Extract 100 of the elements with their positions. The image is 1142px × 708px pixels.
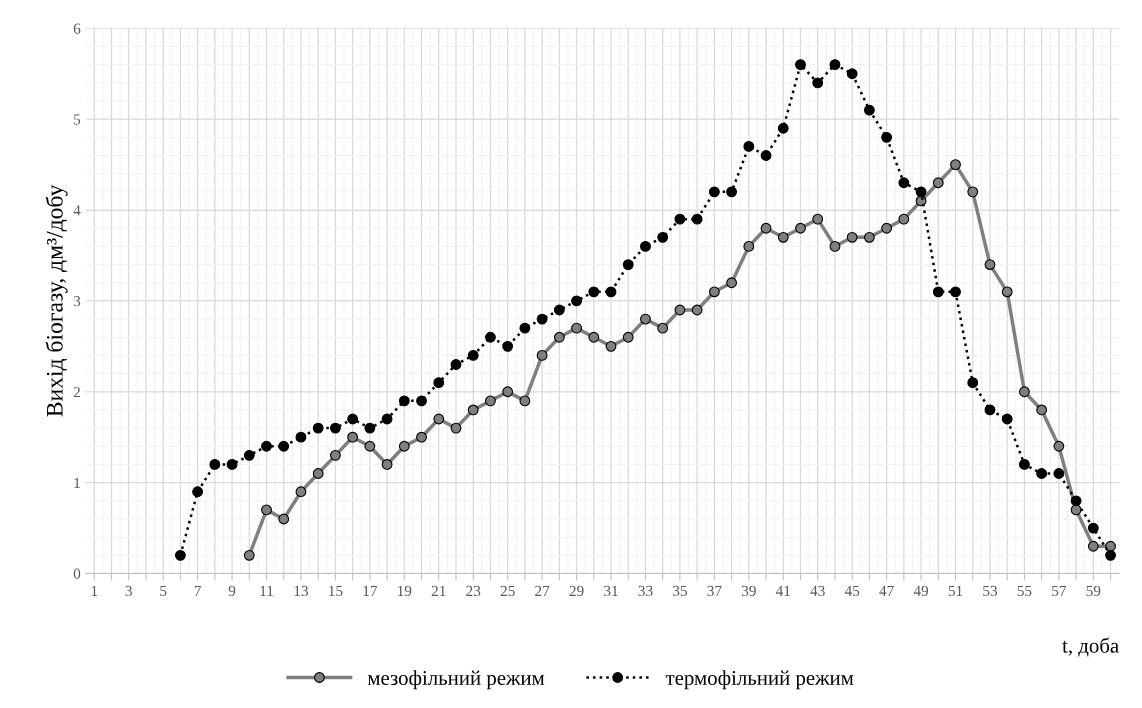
point — [674, 213, 686, 225]
point — [726, 186, 738, 198]
point — [519, 322, 531, 334]
point — [777, 122, 789, 134]
x-tick-label: 59 — [1086, 585, 1101, 597]
point — [812, 213, 824, 225]
point — [1001, 286, 1013, 298]
point — [640, 240, 651, 252]
point — [519, 395, 531, 407]
point — [691, 213, 703, 225]
point — [1036, 468, 1048, 479]
point — [743, 240, 755, 252]
point — [364, 422, 376, 434]
x-tick-label: 45 — [844, 585, 860, 597]
x-tick-label: 11 — [260, 585, 273, 596]
point — [605, 340, 617, 352]
point — [846, 231, 858, 243]
point — [898, 213, 910, 225]
point — [726, 277, 738, 289]
point — [381, 459, 393, 470]
y-tick-label: 4 — [73, 205, 81, 216]
point — [553, 304, 565, 316]
point — [467, 350, 479, 361]
point — [898, 177, 910, 189]
point — [622, 259, 634, 270]
point — [192, 486, 204, 498]
x-tick-label: 21 — [431, 585, 446, 596]
point — [295, 486, 307, 498]
point — [433, 377, 445, 389]
point — [932, 286, 944, 298]
x-tick-label: 25 — [500, 585, 515, 597]
x-tick-label: 39 — [741, 585, 756, 597]
point — [863, 231, 875, 243]
point — [450, 359, 462, 370]
point — [812, 77, 824, 89]
point — [502, 340, 514, 352]
point — [967, 186, 979, 198]
point — [1019, 459, 1030, 470]
point — [881, 131, 893, 143]
point — [588, 286, 600, 298]
point — [691, 304, 703, 316]
point — [708, 286, 720, 298]
point — [950, 286, 961, 298]
point — [261, 504, 272, 516]
x-tick-label: 23 — [466, 585, 481, 597]
point — [553, 331, 565, 343]
point — [485, 331, 496, 343]
x-axis-title: t, доба — [1062, 637, 1119, 657]
point — [674, 304, 686, 316]
point — [1019, 386, 1030, 398]
point — [1036, 404, 1048, 416]
point — [1070, 504, 1082, 516]
point — [209, 459, 221, 470]
point — [467, 404, 479, 416]
x-tick-label: 27 — [535, 585, 550, 596]
point — [846, 68, 858, 80]
point — [950, 159, 961, 171]
point — [932, 177, 944, 189]
point — [329, 422, 341, 434]
x-tick-label: 53 — [983, 585, 998, 597]
x-tick-label: 9 — [228, 585, 236, 597]
point — [1087, 522, 1099, 534]
point — [278, 440, 290, 452]
point — [657, 231, 669, 243]
legend-label: мезофільний режим — [367, 670, 545, 690]
point — [829, 59, 841, 71]
point — [571, 322, 582, 334]
point — [1070, 495, 1082, 507]
y-axis-title: Вихід біогазу, дм³/добу — [45, 184, 68, 417]
point — [588, 331, 600, 343]
x-tick-label: 17 — [363, 585, 378, 596]
x-tick-label: 43 — [810, 585, 825, 597]
point — [329, 449, 341, 461]
point — [450, 422, 462, 434]
point — [777, 231, 789, 243]
point — [502, 386, 514, 398]
point — [915, 186, 927, 198]
point — [863, 104, 875, 116]
point — [364, 440, 376, 452]
x-tick-label: 41 — [775, 585, 790, 596]
point — [795, 59, 806, 71]
x-tick-label: 13 — [294, 585, 309, 597]
point — [967, 377, 979, 389]
x-tick-label: 29 — [569, 585, 584, 597]
point — [278, 513, 290, 525]
y-tick-label: 1 — [74, 477, 80, 488]
point — [657, 322, 669, 334]
point — [243, 449, 255, 461]
point — [312, 422, 324, 434]
point — [829, 240, 841, 252]
x-tick-label: 5 — [160, 585, 167, 597]
y-tick-label: 5 — [74, 114, 81, 125]
point — [743, 141, 755, 152]
point — [708, 186, 720, 198]
x-tick-label: 49 — [913, 585, 929, 597]
y-tick-label: 2 — [73, 386, 80, 398]
point — [485, 395, 496, 407]
x-tick-label: 57 — [1052, 585, 1067, 597]
x-tick-label: 31 — [604, 585, 618, 597]
point — [760, 222, 772, 234]
